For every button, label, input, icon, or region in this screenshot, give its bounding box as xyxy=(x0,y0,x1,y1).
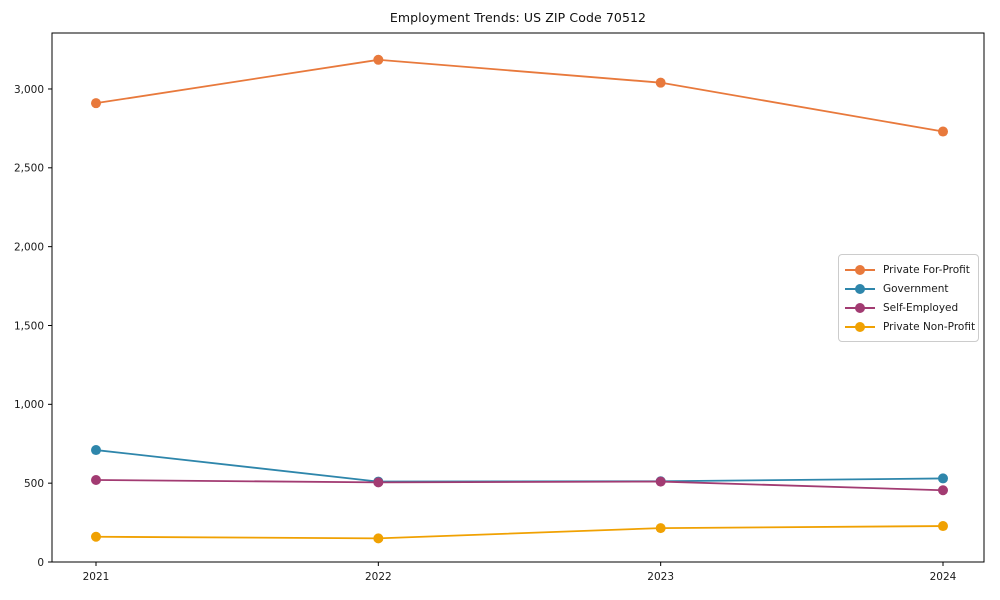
y-tick-label: 2,500 xyxy=(14,163,44,175)
data-point-private-non-profit xyxy=(373,533,384,544)
x-tick-label: 2024 xyxy=(930,571,957,583)
legend-label: Self-Employed xyxy=(883,301,959,314)
legend-label: Private For-Profit xyxy=(883,263,970,276)
legend-marker-icon xyxy=(845,321,875,332)
x-tick-label: 2021 xyxy=(83,571,110,583)
data-point-self-employed xyxy=(91,475,101,486)
data-point-self-employed xyxy=(373,477,384,488)
legend-marker-icon xyxy=(845,264,875,275)
data-point-private-non-profit xyxy=(655,523,666,534)
chart-title: Employment Trends: US ZIP Code 70512 xyxy=(389,10,647,25)
data-point-self-employed xyxy=(938,485,948,496)
x-tick-label: 2022 xyxy=(365,571,392,583)
chart-legend: Private For-Profit Government Self-Employe… xyxy=(838,254,979,342)
legend-item-government: Government xyxy=(845,279,972,298)
x-tick-label: 2023 xyxy=(647,571,674,583)
legend-marker-icon xyxy=(845,283,875,294)
data-point-self-employed xyxy=(655,476,666,487)
y-tick-label: 0 xyxy=(37,557,44,569)
legend-marker-icon xyxy=(845,302,875,313)
legend-item-private-non-profit: Private Non-Profit xyxy=(845,317,976,336)
legend-item-self-employed: Self-Employed xyxy=(845,298,972,317)
y-tick-label: 500 xyxy=(24,478,44,490)
series-line-self-employed xyxy=(95,479,944,492)
legend-label: Government xyxy=(883,282,949,295)
series-line-private-non-profit xyxy=(95,525,944,540)
data-point-private-for-profit xyxy=(655,77,666,88)
data-point-private-for-profit xyxy=(938,126,948,137)
data-point-private-for-profit xyxy=(91,98,101,109)
series-line-private-for-profit xyxy=(95,58,944,133)
series-line-government xyxy=(95,449,944,483)
data-point-private-for-profit xyxy=(373,54,384,65)
legend-item-private-for-profit: Private For-Profit xyxy=(845,260,972,279)
y-tick-label: 3,000 xyxy=(14,84,44,96)
y-tick-label: 1,500 xyxy=(14,320,44,332)
data-point-government xyxy=(938,473,948,484)
y-tick-label: 2,000 xyxy=(14,241,44,253)
plot-border xyxy=(51,32,985,563)
y-tick-label: 1,000 xyxy=(14,399,44,411)
data-point-government xyxy=(91,445,101,456)
data-point-private-non-profit xyxy=(938,521,948,532)
data-point-private-non-profit xyxy=(91,531,101,542)
legend-label: Private Non-Profit xyxy=(883,320,976,333)
